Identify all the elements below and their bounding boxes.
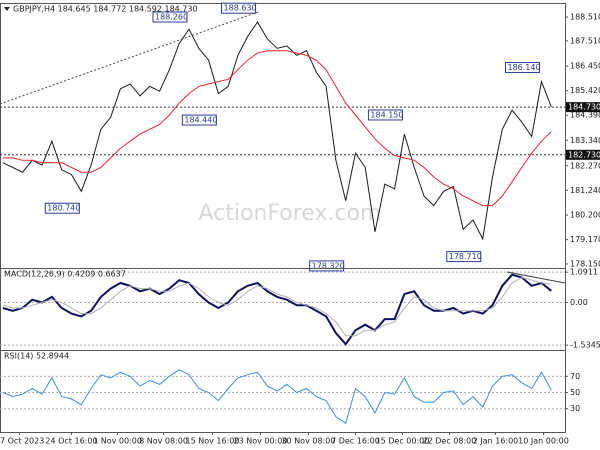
annotation-label: 184.440 xyxy=(184,116,217,125)
y-tick-label: 70 xyxy=(570,372,580,381)
title-marker xyxy=(4,7,10,11)
annotation-box xyxy=(221,2,257,14)
level-box xyxy=(566,102,600,113)
y-tick-label: 184.390 xyxy=(570,111,600,120)
y-tick-label: 188.510 xyxy=(570,13,600,22)
series-line xyxy=(2,273,552,346)
panel-title: MACD(12,26,9) 0.4209 0.6637 xyxy=(4,270,126,279)
x-tick-label: 17 Oct 2023 xyxy=(0,437,44,446)
level-label: 182.730 xyxy=(568,150,600,159)
annotation-box xyxy=(44,202,80,214)
annotation-box xyxy=(504,62,540,74)
panel-title: GBPJPY,H4 184.645 184.772 184.592 184.73… xyxy=(13,5,198,14)
annotation-label: 178.320 xyxy=(312,261,345,270)
watermark: ActionForex.com xyxy=(199,201,382,226)
series-line xyxy=(2,276,552,337)
y-tick-label: 179.170 xyxy=(570,235,600,244)
panel-title: RSI(14) 52.8944 xyxy=(4,352,69,361)
y-tick-label: 187.510 xyxy=(570,36,600,45)
annotation-label: 184.150 xyxy=(370,110,403,119)
trend-line xyxy=(0,11,259,105)
x-tick-label: 2 Jan 16:00 xyxy=(473,437,519,446)
x-tick-label: 22 Dec 08:00 xyxy=(423,437,477,446)
x-tick-label: 15 Nov 16:00 xyxy=(186,437,240,446)
annotation-label: 180.740 xyxy=(47,204,80,213)
annotation-label: 188.630 xyxy=(224,4,257,13)
annotation-label: 186.140 xyxy=(507,63,540,72)
x-tick-label: 1 Nov 00:00 xyxy=(93,437,142,446)
x-tick-label: 10 Jan 00:00 xyxy=(518,437,569,446)
x-tick-label: 15 Dec 00:00 xyxy=(376,437,430,446)
annotation-box xyxy=(309,260,345,272)
annotation-box xyxy=(181,114,217,126)
x-tick-label: 23 Nov 00:00 xyxy=(233,437,287,446)
y-tick-label: 178.150 xyxy=(570,259,600,268)
y-tick-label: -1.5345 xyxy=(570,341,600,350)
series-line xyxy=(2,21,552,241)
x-tick-label: 7 Dec 16:00 xyxy=(331,437,380,446)
annotation-box xyxy=(152,11,188,23)
series-line xyxy=(2,50,552,207)
y-tick-label: 181.240 xyxy=(570,186,600,195)
y-tick-label: 182.270 xyxy=(570,161,600,170)
y-tick-label: 30 xyxy=(570,404,580,413)
panel-frame xyxy=(0,350,566,433)
x-tick-label: 24 Oct 16:00 xyxy=(45,437,97,446)
annotation-box xyxy=(446,251,482,263)
x-tick-label: 8 Nov 08:00 xyxy=(139,437,188,446)
y-tick-label: 0.00 xyxy=(570,298,588,307)
trend-line xyxy=(506,271,566,284)
panel-frame xyxy=(0,268,566,351)
y-tick-label: 180.200 xyxy=(570,211,600,220)
level-label: 184.730 xyxy=(568,103,600,112)
y-tick-label: 183.340 xyxy=(570,136,600,145)
y-tick-label: 50 xyxy=(570,388,580,397)
annotation-box xyxy=(367,109,403,121)
panel-frame xyxy=(0,3,566,269)
y-tick-label: 1.0911 xyxy=(570,268,598,277)
y-tick-label: 185.420 xyxy=(570,86,600,95)
level-box xyxy=(566,149,600,160)
x-tick-label: 30 Nov 08:00 xyxy=(281,437,335,446)
annotation-label: 188.260 xyxy=(155,13,188,22)
annotation-label: 178.710 xyxy=(449,252,482,261)
y-tick-label: 186.450 xyxy=(570,62,600,71)
series-line xyxy=(2,369,552,425)
